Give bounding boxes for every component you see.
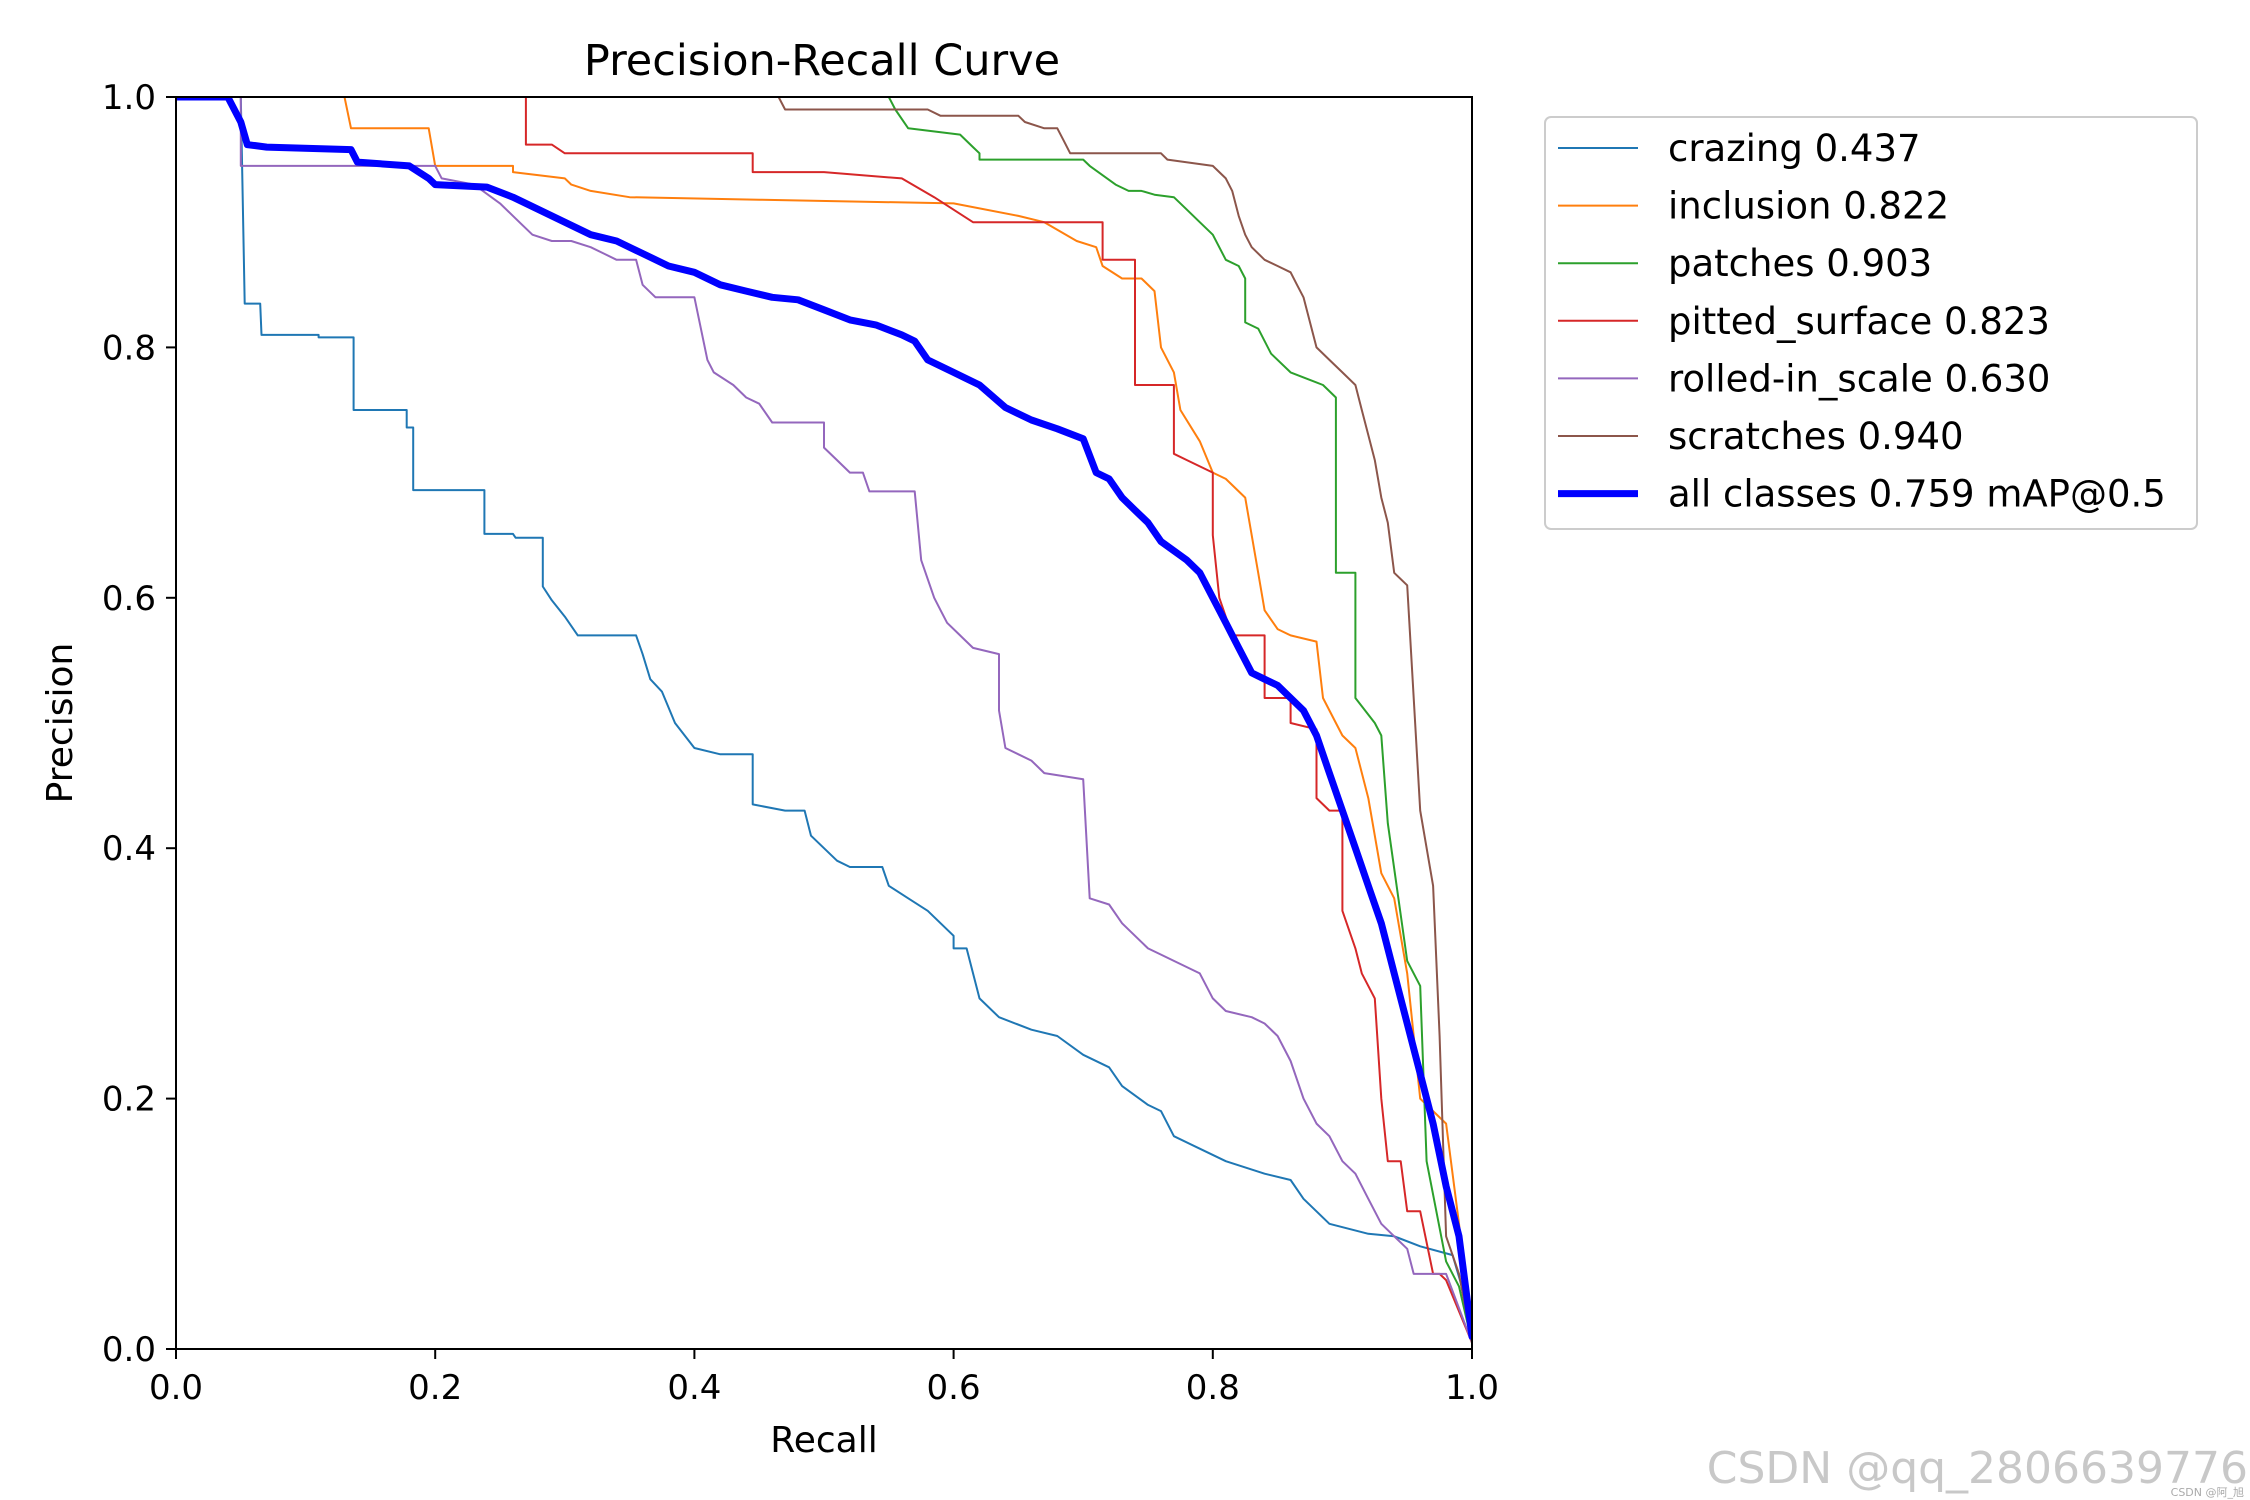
legend-label: scratches 0.940 <box>1668 415 1964 458</box>
series-line-rolled-in-scale <box>239 97 1472 1344</box>
x-tick-label: 0.2 <box>408 1368 462 1408</box>
series-line-patches <box>887 97 1472 1344</box>
x-tick-label: 1.0 <box>1445 1368 1499 1408</box>
y-axis-label: Precision <box>40 643 81 804</box>
x-axis: 0.0 0.2 0.4 0.6 0.8 1.0 <box>149 1349 1499 1408</box>
legend-label: patches 0.903 <box>1668 242 1932 285</box>
y-tick-label: 1.0 <box>102 78 156 118</box>
legend-label: pitted_surface 0.823 <box>1668 300 2050 343</box>
legend-box <box>1544 116 2198 530</box>
chart-title: Precision-Recall Curve <box>584 36 1060 86</box>
y-tick-label: 0.4 <box>102 829 156 869</box>
y-tick-label: 0.8 <box>102 328 156 368</box>
x-tick-label: 0.8 <box>1186 1368 1240 1408</box>
x-axis-label: Recall <box>770 1420 877 1461</box>
legend-label: crazing 0.437 <box>1668 127 1921 170</box>
legend-label: inclusion 0.822 <box>1668 185 1949 228</box>
y-axis: 0.0 0.2 0.4 0.6 0.8 1.0 <box>102 78 176 1370</box>
plot-frame <box>175 96 1473 1350</box>
y-tick-label: 0.2 <box>102 1080 156 1120</box>
x-tick-label: 0.6 <box>927 1368 981 1408</box>
legend-label: rolled-in_scale 0.630 <box>1668 357 2050 400</box>
series-layer <box>176 97 1472 1344</box>
series-line-all <box>176 97 1472 1340</box>
series-line-inclusion <box>343 97 1472 1344</box>
x-tick-label: 0.4 <box>667 1368 721 1408</box>
legend-label: all classes 0.759 mAP@0.5 <box>1668 473 2166 516</box>
series-line-crazing <box>176 97 1472 1344</box>
series-line-scratches <box>777 97 1472 1344</box>
series-line-pitted-surface <box>524 97 1472 1344</box>
x-tick-label: 0.0 <box>149 1368 203 1408</box>
y-tick-label: 0.0 <box>102 1330 156 1370</box>
watermark-small: CSDN @阿_旭 <box>2170 1486 2244 1499</box>
y-tick-label: 0.6 <box>102 579 156 619</box>
legend: crazing 0.437 inclusion 0.822 patches 0.90… <box>1544 116 2198 530</box>
watermark: CSDN @qq_2806639776 <box>1706 1443 2248 1494</box>
